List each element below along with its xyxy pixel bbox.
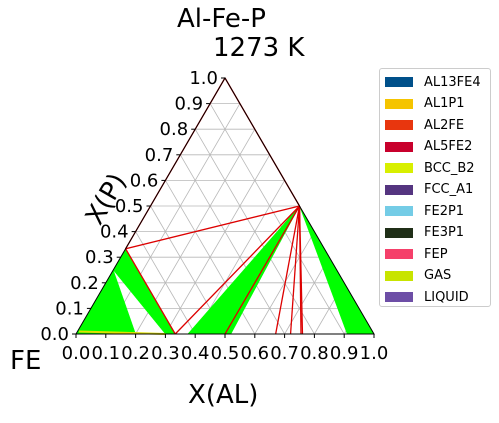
phase-boundary-line — [224, 205, 301, 335]
phase-boundary-line — [125, 205, 300, 250]
y-tick-label: 0.9 — [174, 94, 203, 115]
phase-boundary-line — [289, 205, 301, 335]
gridline — [135, 231, 196, 335]
legend-swatch — [385, 141, 413, 152]
legend-item: AL13FE4 — [385, 74, 481, 90]
legend-item: FE2P1 — [385, 203, 464, 219]
legend-swatch — [385, 249, 413, 259]
x-tick-label: 0.7 — [270, 343, 299, 364]
legend-item: LIQUID — [385, 289, 469, 305]
y-tick-label: 0.0 — [40, 324, 69, 345]
legend-label: LIQUID — [424, 289, 469, 305]
y-tick-label: 0.1 — [55, 298, 84, 319]
legend-swatch — [385, 163, 413, 173]
y-tick-label: 0.2 — [70, 273, 99, 294]
y-tick-label: 0.3 — [85, 247, 114, 268]
legend-item: AL5FE2 — [385, 139, 472, 155]
y-tick-label: 0.7 — [145, 145, 174, 166]
x-tick-label: 0.6 — [240, 343, 269, 364]
legend-swatch — [385, 292, 413, 302]
legend-item: AL1P1 — [385, 96, 465, 112]
legend-label: FE2P1 — [424, 203, 465, 219]
x-ticks: 0.0 0.1 0.2 0.3 0.4 0.5 0.6 0.7 0.8 0.9 1.0 — [62, 334, 389, 364]
legend-item: FCC_A1 — [385, 182, 473, 198]
legend-item: GAS — [385, 268, 451, 284]
gridline — [165, 154, 271, 335]
y-tick-label: 0.5 — [115, 196, 144, 217]
x-tick-label: 1.0 — [360, 343, 389, 364]
phase-boundary-line — [125, 248, 176, 335]
legend-swatch — [385, 120, 413, 130]
legend-swatch — [385, 270, 413, 281]
phase-boundary-line — [174, 205, 300, 335]
phase-boundary-line — [275, 205, 301, 335]
gridline — [179, 154, 285, 335]
legend-item: FE3P1 — [385, 225, 464, 241]
x-tick-label: 0.8 — [300, 343, 329, 364]
chart-title: Al-Fe-P — [177, 4, 266, 34]
gridline — [105, 103, 241, 335]
gridline — [194, 128, 315, 335]
y-tick-label: 0.4 — [100, 222, 129, 243]
legend-label: AL2FE — [424, 117, 465, 133]
legend-swatch — [385, 227, 413, 238]
legend-label: BCC_B2 — [424, 160, 475, 176]
legend-label: AL5FE2 — [424, 139, 473, 154]
x-axis-label: X(AL) — [188, 380, 259, 410]
x-tick-label: 0.5 — [211, 343, 240, 364]
legend-label: FEP — [424, 246, 448, 262]
x-tick-label: 0.3 — [151, 343, 180, 364]
y-tick-label: 0.8 — [160, 119, 189, 140]
chart-subtitle: 1273 K — [213, 33, 305, 63]
x-tick-label: 0.2 — [121, 343, 150, 364]
legend-item: AL2FE — [385, 117, 464, 133]
legend-label: FCC_A1 — [424, 182, 474, 197]
x-tick-label: 0.9 — [330, 343, 359, 364]
legend-swatch — [385, 77, 413, 87]
legend-item: BCC_B2 — [385, 160, 475, 176]
corner-label: FE — [10, 346, 42, 376]
gridline — [209, 103, 345, 335]
legend-swatch — [385, 98, 413, 109]
phase-boundary-line — [298, 205, 304, 335]
legend-label: AL13FE4 — [424, 74, 481, 90]
legend-label: GAS — [424, 268, 452, 283]
y-tick-label: 0.6 — [130, 170, 159, 191]
legend: AL13FE4 AL1P1 AL2FE AL5FE2 BCC_B2 FCC_A1 FE2P1… — [379, 68, 491, 307]
legend-label: FE3P1 — [424, 225, 465, 240]
legend-item: FEP — [385, 246, 448, 262]
legend-swatch — [385, 206, 413, 216]
y-tick-label: 1.0 — [189, 68, 218, 89]
legend-swatch — [385, 184, 413, 195]
x-tick-label: 0.1 — [91, 343, 120, 364]
y-ticks: 0.0 0.1 0.2 0.3 0.4 0.5 0.6 0.7 0.8 0.9 1.0 — [40, 68, 225, 345]
x-tick-label: 0.0 — [62, 343, 91, 364]
legend-label: AL1P1 — [424, 96, 465, 111]
x-tick-label: 0.4 — [181, 343, 210, 364]
